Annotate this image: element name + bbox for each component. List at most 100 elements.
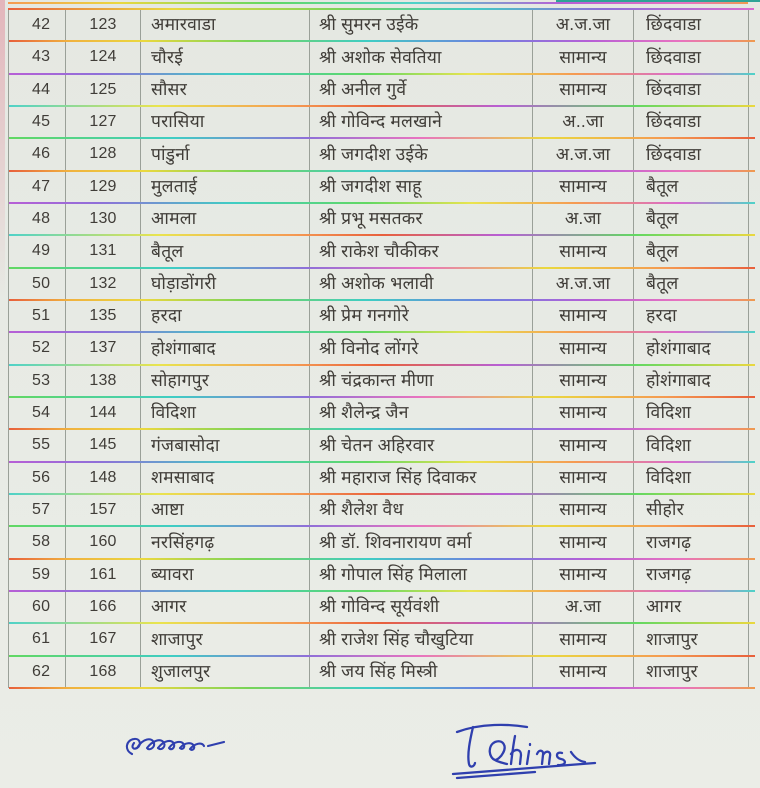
district-cell: शाजापुर <box>634 655 749 688</box>
constituency-cell: चौरई <box>141 41 310 74</box>
serial-no-cell: 47 <box>9 170 66 203</box>
table-row: 49 131 बैतूल श्री राकेश चौकीकर सामान्य बैतूल <box>9 235 755 269</box>
table-row: 51 135 हरदा श्री प्रेम गनगोरे सामान्य हरदा <box>9 299 755 334</box>
code-cell: 166 <box>66 590 141 624</box>
table-top-border <box>8 8 754 10</box>
category-cell: सामान्य <box>533 235 634 268</box>
scan-edge-tint <box>0 0 5 300</box>
code-cell: 132 <box>66 267 141 300</box>
code-cell: 138 <box>66 364 141 397</box>
code-cell: 161 <box>66 558 141 591</box>
district-cell: छिंदवाडा <box>634 73 749 106</box>
constituency-cell: सोहागपुर <box>141 364 310 397</box>
category-cell: सामान्य <box>533 364 634 397</box>
candidate-cell: श्री शैलेश वैध <box>310 493 533 527</box>
district-cell: छिंदवाडा <box>634 138 749 171</box>
code-cell: 168 <box>66 655 141 688</box>
code-cell: 157 <box>66 493 141 527</box>
code-cell: 125 <box>66 73 141 106</box>
constituency-cell: ब्यावरा <box>141 558 310 591</box>
category-cell: सामान्य <box>533 332 634 365</box>
district-cell: बैतूल <box>634 267 749 300</box>
code-cell: 167 <box>66 623 141 656</box>
district-cell: बैतूल <box>634 202 749 236</box>
table-row: 57 157 आष्टा श्री शैलेश वैध सामान्य सीहोर <box>9 493 755 528</box>
category-cell: सामान्य <box>533 299 634 333</box>
candidate-cell: श्री प्रेम गनगोरे <box>310 299 533 333</box>
code-cell: 131 <box>66 235 141 268</box>
candidate-table: 42 123 अमारवाडा श्री सुमरन उईके अ.ज.जा छिंदवा… <box>8 9 755 690</box>
constituency-cell: शमसाबाद <box>141 461 310 494</box>
serial-no-cell: 52 <box>9 332 66 365</box>
district-cell: छिंदवाडा <box>634 105 749 139</box>
category-cell: सामान्य <box>533 461 634 494</box>
candidate-cell: श्री राकेश चौकीकर <box>310 235 533 268</box>
constituency-cell: घोड़ाडोंगरी <box>141 267 310 300</box>
district-cell: राजगढ़ <box>634 526 749 559</box>
table-row: 56 148 शमसाबाद श्री महाराज सिंह दिवाकर सामान… <box>9 461 755 496</box>
serial-no-cell: 61 <box>9 623 66 656</box>
district-cell: हरदा <box>634 299 749 333</box>
signature-left <box>125 737 226 756</box>
category-cell: सामान्य <box>533 493 634 527</box>
category-cell: सामान्य <box>533 526 634 559</box>
serial-no-cell: 48 <box>9 202 66 236</box>
constituency-cell: शाजापुर <box>141 623 310 656</box>
serial-no-cell: 62 <box>9 655 66 688</box>
category-cell: अ.ज.जा <box>533 138 634 171</box>
constituency-cell: बैतूल <box>141 235 310 268</box>
table-row: 47 129 मुलताई श्री जगदीश साहू सामान्य बैतूल <box>9 170 755 205</box>
serial-no-cell: 54 <box>9 396 66 430</box>
table-row: 61 167 शाजापुर श्री राजेश सिंह चौखुटिया सामा… <box>9 623 755 657</box>
category-cell: सामान्य <box>533 73 634 106</box>
signature-right <box>451 723 597 780</box>
constituency-cell: सौसर <box>141 73 310 106</box>
candidate-cell: श्री विनोद लोंगरे <box>310 332 533 365</box>
district-cell: शाजापुर <box>634 623 749 656</box>
table-row: 48 130 आमला श्री प्रभू मसतकर अ.जा बैतूल <box>9 202 755 237</box>
serial-no-cell: 50 <box>9 267 66 300</box>
constituency-cell: हरदा <box>141 299 310 333</box>
constituency-cell: आमला <box>141 202 310 236</box>
serial-no-cell: 44 <box>9 73 66 106</box>
constituency-cell: गंजबासोदा <box>141 429 310 462</box>
candidate-cell: श्री अनील गुर्वे <box>310 73 533 106</box>
constituency-cell: पांडुर्ना <box>141 138 310 171</box>
category-cell: सामान्य <box>533 623 634 656</box>
code-cell: 144 <box>66 396 141 430</box>
serial-no-cell: 60 <box>9 590 66 624</box>
candidate-cell: श्री शैलेन्द्र जैन <box>310 396 533 430</box>
category-cell: सामान्य <box>533 558 634 591</box>
scan-artifact-line <box>556 0 760 2</box>
district-cell: राजगढ़ <box>634 558 749 591</box>
table-row: 62 168 शुजालपुर श्री जय सिंह मिस्त्री सामान्… <box>9 655 755 690</box>
serial-no-cell: 51 <box>9 299 66 333</box>
candidate-cell: श्री गोविन्द मलखाने <box>310 105 533 139</box>
serial-no-cell: 49 <box>9 235 66 268</box>
code-cell: 130 <box>66 202 141 236</box>
code-cell: 160 <box>66 526 141 559</box>
district-cell: छिंदवाडा <box>634 41 749 74</box>
table-row: 58 160 नरसिंहगढ़ श्री डॉ. शिवनारायण वर्मा सा… <box>9 526 755 560</box>
constituency-cell: अमारवाडा <box>141 9 310 42</box>
constituency-cell: आष्टा <box>141 493 310 527</box>
constituency-cell: शुजालपुर <box>141 655 310 688</box>
serial-no-cell: 58 <box>9 526 66 559</box>
district-cell: बैतूल <box>634 170 749 203</box>
table-row: 55 145 गंजबासोदा श्री चेतन अहिरवार सामान्य वि… <box>9 429 755 463</box>
candidate-cell: श्री प्रभू मसतकर <box>310 202 533 236</box>
district-cell: छिंदवाडा <box>634 9 749 42</box>
constituency-cell: विदिशा <box>141 396 310 430</box>
serial-no-cell: 57 <box>9 493 66 527</box>
district-cell: विदिशा <box>634 429 749 462</box>
category-cell: अ.जा <box>533 202 634 236</box>
candidate-cell: श्री गोपाल सिंह मिलाला <box>310 558 533 591</box>
table-row: 53 138 सोहागपुर श्री चंद्रकान्त मीणा सामान्य… <box>9 364 755 399</box>
constituency-cell: होशंगाबाद <box>141 332 310 365</box>
district-cell: सीहोर <box>634 493 749 527</box>
category-cell: अ.ज.जा <box>533 9 634 42</box>
candidate-cell: श्री जय सिंह मिस्त्री <box>310 655 533 688</box>
table-row: 50 132 घोड़ाडोंगरी श्री अशोक भलावी अ.ज.जा बैत… <box>9 267 755 302</box>
table-row: 44 125 सौसर श्री अनील गुर्वे सामान्य छिंदवाडा <box>9 73 755 108</box>
candidate-cell: श्री जगदीश उईके <box>310 138 533 171</box>
